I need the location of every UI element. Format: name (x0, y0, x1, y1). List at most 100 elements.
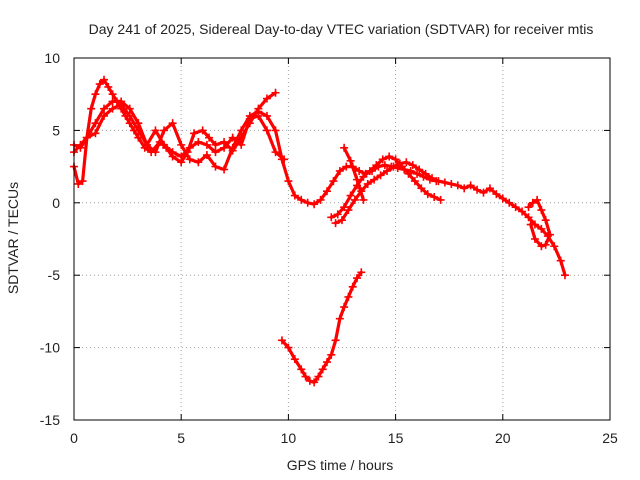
data-point (556, 256, 565, 265)
data-point (108, 90, 117, 99)
data-point (211, 148, 220, 157)
data-point (410, 177, 419, 186)
data-point (301, 372, 310, 381)
data-point (87, 104, 96, 113)
data-point (91, 129, 100, 138)
x-tick-label: 25 (602, 430, 618, 446)
data-point (108, 97, 117, 106)
data-point (316, 195, 325, 204)
series-sat-e (331, 158, 569, 280)
data-point (194, 137, 203, 146)
data-point (314, 372, 323, 381)
data-point (353, 274, 362, 283)
data-point (545, 230, 554, 239)
data-point (524, 203, 533, 212)
data-point (511, 203, 520, 212)
data-point (370, 175, 379, 184)
data-point (357, 268, 366, 277)
data-point (284, 343, 293, 352)
data-point (359, 195, 368, 204)
data-point (290, 191, 299, 200)
data-point (74, 179, 83, 188)
data-point (428, 174, 437, 183)
series-sat-g (524, 195, 554, 251)
data-point (198, 126, 207, 135)
series-sat-f (340, 143, 368, 204)
x-tick-label: 0 (70, 430, 78, 446)
data-point (333, 210, 342, 219)
data-point (271, 126, 280, 135)
data-point (530, 235, 539, 243)
data-point (228, 143, 237, 152)
data-point (385, 152, 394, 161)
data-point (76, 143, 85, 152)
series-line (72, 102, 286, 161)
y-tick-label: -15 (40, 412, 60, 428)
data-point (505, 198, 514, 207)
data-point (220, 143, 229, 152)
data-point (460, 184, 469, 193)
series-sat-h (277, 268, 366, 387)
data-point (310, 378, 319, 387)
data-point (436, 195, 445, 204)
data-point (383, 166, 392, 175)
data-point (104, 82, 113, 91)
data-point (271, 88, 280, 97)
data-point (346, 156, 355, 165)
data-point (237, 126, 246, 135)
data-point (262, 126, 271, 135)
data-point (541, 240, 550, 249)
data-point (423, 190, 432, 199)
data-point (344, 206, 353, 215)
data-point (413, 169, 422, 178)
data-point (177, 140, 186, 149)
data-point (376, 171, 385, 180)
data-point (220, 165, 229, 174)
data-point (185, 143, 194, 152)
x-tick-label: 5 (177, 430, 185, 446)
data-point (466, 181, 475, 190)
series-line (329, 154, 443, 219)
data-point (430, 193, 439, 202)
data-point (205, 133, 214, 142)
grid (74, 58, 610, 420)
data-point (560, 271, 569, 280)
data-point (335, 314, 344, 323)
plot-frame (73, 57, 611, 421)
y-tick-label: 0 (52, 195, 60, 211)
data-point (404, 169, 413, 178)
data-point (290, 355, 299, 364)
data-point (91, 90, 100, 99)
x-tick-label: 10 (281, 430, 297, 446)
data-point (177, 152, 186, 161)
data-point (350, 195, 359, 204)
data-point (518, 207, 527, 216)
data-point (335, 166, 344, 175)
data-point (355, 166, 364, 175)
data-point (391, 155, 400, 164)
data-point (340, 303, 349, 312)
data-point (434, 177, 443, 186)
data-point (245, 114, 254, 123)
data-point (168, 119, 177, 128)
series-group (70, 75, 569, 387)
data-point (78, 177, 87, 186)
data-point (322, 187, 331, 196)
chart-title: Day 241 of 2025, Sidereal Day-to-day VTE… (89, 21, 594, 37)
data-point (492, 190, 501, 199)
data-point (372, 161, 381, 170)
data-point (185, 155, 194, 164)
data-point (100, 75, 109, 84)
data-point (348, 282, 357, 291)
data-point (359, 172, 368, 181)
data-point (100, 111, 109, 120)
data-point (402, 158, 411, 167)
data-point (271, 148, 280, 157)
data-point (151, 126, 160, 135)
data-point (363, 179, 372, 188)
data-point (415, 165, 424, 174)
x-tick-label: 20 (495, 430, 511, 446)
data-point (380, 161, 389, 170)
data-point (297, 195, 306, 204)
